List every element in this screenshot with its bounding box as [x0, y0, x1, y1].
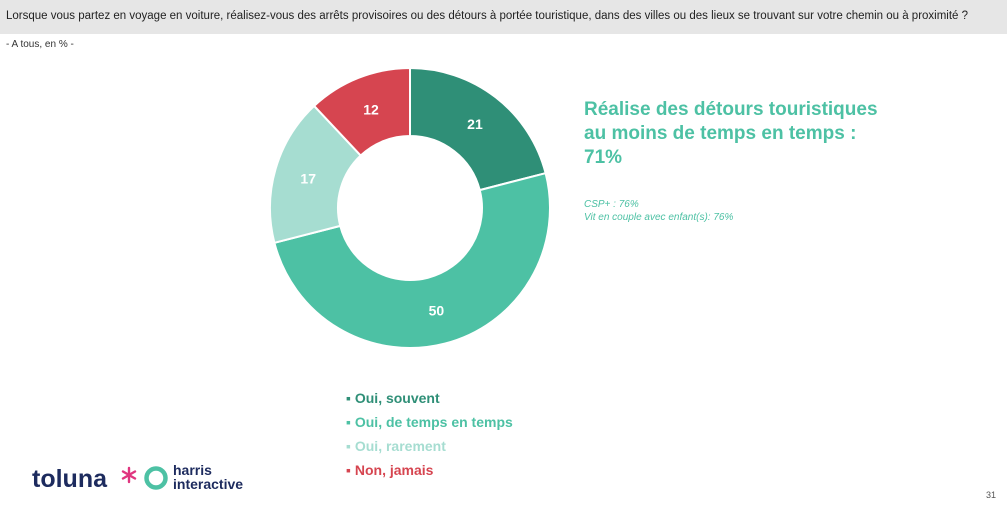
survey-question: Lorsque vous partez en voyage en voiture…: [6, 10, 969, 22]
subnote-csp: CSP+ : 76%: [584, 199, 639, 210]
data-label-non-jamais: 12: [363, 101, 379, 117]
question-bar: [0, 0, 1007, 34]
legend-label: Oui, souvent: [354, 390, 440, 406]
chart-legend: ▪ Oui, souvent ▪ Oui, de temps en temps ▪ …: [346, 386, 513, 482]
legend-marker: ▪: [346, 438, 355, 454]
legend-label: Oui, rarement: [354, 438, 446, 454]
legend-marker: ▪: [346, 390, 355, 406]
legend-item-oui-de-temps-en-temps: ▪ Oui, de temps en temps: [346, 410, 513, 434]
page-number: 31: [986, 490, 997, 500]
harris-logo-line-1: harris: [173, 462, 212, 478]
harris-ring-icon: [144, 466, 168, 490]
asterisk-icon: [121, 466, 137, 484]
brand-logos: toluna harris interactive: [32, 462, 243, 493]
legend-marker: ▪: [346, 414, 355, 430]
data-label-oui-rarement: 17: [300, 170, 316, 186]
legend-marker: ▪: [346, 462, 355, 478]
slice-oui-rarement: [269, 104, 363, 245]
legend-item-oui-souvent: ▪ Oui, souvent: [346, 386, 513, 410]
slice-oui-de-temps-en-temps: [273, 171, 551, 349]
data-label-oui-souvent: 21: [467, 116, 483, 132]
base-note: - A tous, en % -: [6, 39, 74, 50]
headline-line-2: au moins de temps en temps :: [584, 123, 857, 144]
subnote-couple: Vit en couple avec enfant(s): 76%: [584, 212, 734, 223]
headline-line-1: Réalise des détours touristiques: [584, 99, 878, 120]
slice-non-jamais: [312, 66, 411, 157]
subnotes: CSP+ : 76% Vit en couple avec enfant(s):…: [584, 198, 733, 224]
legend-item-non-jamais: ▪ Non, jamais: [346, 458, 513, 482]
legend-item-oui-rarement: ▪ Oui, rarement: [346, 434, 513, 458]
toluna-logo: toluna: [32, 465, 108, 493]
slice-oui-souvent: [409, 66, 547, 192]
legend-label: Non, jamais: [354, 462, 434, 478]
donut-chart: 21 50 17 12: [269, 66, 551, 349]
headline-block: Réalise des détours touristiques au moin…: [584, 98, 878, 170]
legend-label: Oui, de temps en temps: [354, 414, 513, 430]
headline-percent: 71%: [584, 147, 623, 168]
data-label-oui-de-temps-en-temps: 50: [429, 303, 445, 319]
harris-logo-line-2: interactive: [173, 476, 243, 492]
